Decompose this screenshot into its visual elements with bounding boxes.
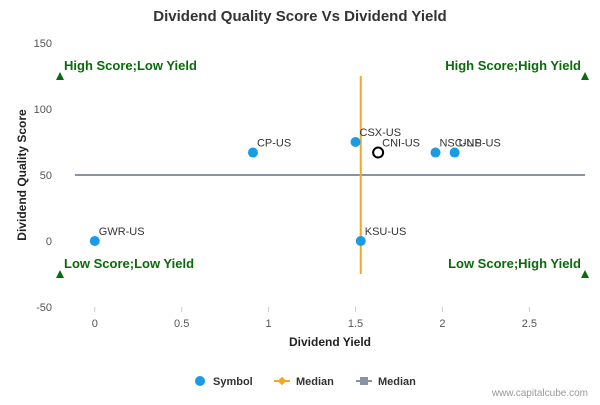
legend-symbol-label: Symbol	[213, 376, 253, 388]
data-point-label: KSU-US	[365, 226, 407, 238]
y-tick-label: 150	[34, 38, 52, 50]
quadrant-triangle-marker	[581, 270, 589, 278]
x-tick-label: 1	[266, 318, 272, 330]
quadrant-label-bottom-right: Low Score;High Yield	[448, 256, 581, 271]
legend-median-y-marker	[360, 377, 368, 385]
x-axis-ticks: 0 0.5 1 1.5 2 2.5	[92, 307, 537, 330]
quadrant-markers	[56, 72, 589, 278]
data-point-label: UNP-US	[459, 138, 501, 150]
quadrant-label-top-left: High Score;Low Yield	[64, 58, 197, 73]
legend-median-x-marker	[277, 376, 287, 386]
quadrant-label-bottom-left: Low Score;Low Yield	[64, 256, 194, 271]
legend-item-median-x[interactable]: Median	[274, 376, 334, 388]
y-tick-label: 0	[46, 236, 52, 248]
data-point-marker[interactable]	[247, 147, 258, 158]
data-point-marker[interactable]	[449, 147, 460, 158]
watermark: www.capitalcube.com	[491, 388, 588, 399]
data-point[interactable]: CSX-US	[350, 127, 402, 147]
highlight-point-marker[interactable]	[372, 146, 385, 159]
y-tick-label: 100	[34, 104, 52, 116]
legend-median-y-label: Median	[378, 376, 416, 388]
legend-symbol-marker	[195, 376, 205, 386]
data-point-marker[interactable]	[89, 236, 100, 246]
quadrant-triangle-marker	[56, 72, 64, 80]
data-point[interactable]: CP-US	[247, 138, 291, 158]
data-point[interactable]: NSC-US	[430, 138, 482, 158]
data-point[interactable]: KSU-US	[355, 226, 407, 246]
highlight-point[interactable]: CNI-US	[372, 138, 420, 159]
x-tick-label: 0.5	[174, 318, 189, 330]
quadrant-label-top-right: High Score;High Yield	[445, 58, 581, 73]
data-point[interactable]: UNP-US	[449, 138, 501, 158]
legend-item-median-y[interactable]: Median	[356, 376, 416, 388]
x-axis-label: Dividend Yield	[289, 335, 371, 349]
data-point-marker[interactable]	[430, 147, 441, 158]
chart-title: Dividend Quality Score Vs Dividend Yield	[153, 8, 446, 25]
data-point-label: CSX-US	[360, 127, 402, 139]
x-tick-label: 2.5	[522, 318, 537, 330]
quadrant-labels: High Score;Low Yield High Score;High Yie…	[64, 58, 581, 271]
y-axis-ticks: -50 0 50 100 150	[34, 38, 52, 314]
quadrant-triangle-marker	[581, 72, 589, 80]
legend-median-x-label: Median	[296, 376, 334, 388]
data-point-label: CP-US	[257, 138, 291, 150]
data-point[interactable]: GWR-US	[89, 226, 145, 246]
quadrant-triangle-marker	[56, 270, 64, 278]
data-point-marker[interactable]	[350, 137, 361, 147]
legend[interactable]: Symbol Median Median	[195, 376, 416, 388]
x-tick-label: 1.5	[348, 318, 363, 330]
y-tick-label: -50	[36, 302, 52, 314]
x-tick-label: 0	[92, 318, 98, 330]
y-axis-label: Dividend Quality Score	[15, 109, 29, 241]
data-point-marker[interactable]	[355, 236, 366, 246]
highlight-point-label: CNI-US	[382, 138, 420, 150]
data-point-label: NSC-US	[439, 138, 481, 150]
x-tick-label: 2	[439, 318, 445, 330]
legend-item-symbol[interactable]: Symbol	[195, 376, 253, 388]
data-point-label: GWR-US	[99, 226, 145, 238]
y-tick-label: 50	[40, 170, 52, 182]
